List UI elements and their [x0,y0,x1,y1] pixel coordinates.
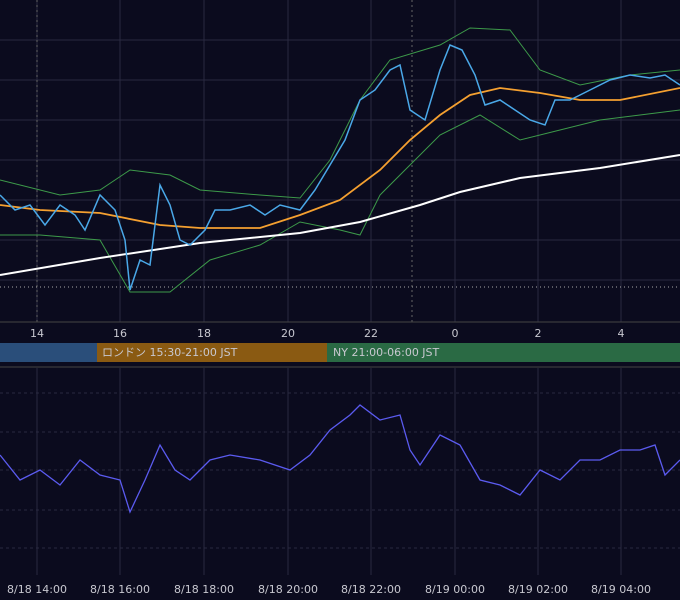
top-axis-label: 20 [281,327,295,340]
top-axis-label: 4 [618,327,625,340]
top-axis-label: 2 [535,327,542,340]
session-london [97,343,327,362]
session-ny [327,343,680,362]
bottom-axis-label: 8/19 00:00 [425,583,485,596]
session-label: ロンドン 15:30-21:00 JST [102,346,238,359]
grid [0,0,680,575]
moving-average-short [0,87,680,229]
bottom-axis-label: 8/18 14:00 [7,583,67,596]
bottom-axis-label: 8/19 04:00 [591,583,651,596]
bottom-axis-label: 8/18 16:00 [90,583,150,596]
bottom-axis-label: 8/18 22:00 [341,583,401,596]
session-label: NY 21:00-06:00 JST [333,346,440,359]
bollinger-lower [0,109,680,293]
top-axis-label: 22 [364,327,378,340]
oscillator-line [0,404,680,514]
bollinger-upper [0,27,680,199]
price [0,44,680,291]
top-axis-label: 16 [113,327,127,340]
bottom-axis-label: 8/19 02:00 [508,583,568,596]
session-tokyo [0,343,97,362]
top-axis-label: 18 [197,327,211,340]
top-axis-label: 0 [452,327,459,340]
bottom-axis-label: 8/18 20:00 [258,583,318,596]
bottom-axis-label: 8/18 18:00 [174,583,234,596]
top-axis-label: 14 [30,327,44,340]
moving-average-long [0,154,680,276]
